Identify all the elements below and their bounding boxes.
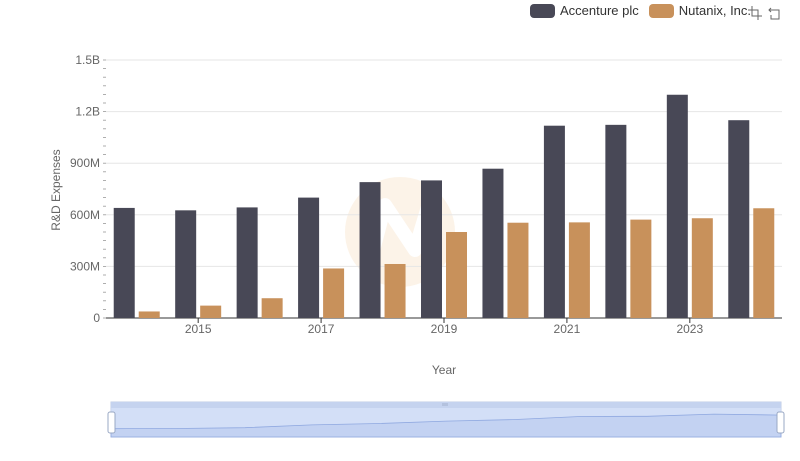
bar-accenture-2014[interactable]: [113, 207, 135, 318]
legend-label-nutanix: Nutanix, Inc.: [678, 3, 752, 18]
bar-nutanix-2015[interactable]: [200, 305, 222, 318]
y-tick-label: 900M: [70, 156, 100, 170]
toolbox: [748, 6, 782, 20]
x-tick-label: 2015: [185, 322, 212, 336]
bar-accenture-2021[interactable]: [543, 125, 565, 318]
y-tick-label: 1.5B: [75, 53, 100, 67]
bar-accenture-2022[interactable]: [605, 124, 627, 319]
y-tick-label: 0: [93, 311, 100, 325]
bar-nutanix-2016[interactable]: [261, 298, 283, 318]
legend-swatch-accenture: [530, 3, 555, 18]
bar-nutanix-2022[interactable]: [630, 219, 652, 318]
x-axis: 2015 2017 2019 2021 2023: [106, 317, 782, 336]
legend-swatch-nutanix: [648, 3, 674, 18]
zoom-icon[interactable]: [748, 6, 762, 20]
data-zoom-handle-left[interactable]: [107, 411, 116, 434]
x-tick-label: 2019: [431, 322, 458, 336]
legend-item-nutanix[interactable]: Nutanix, Inc.: [648, 3, 752, 18]
bars: [113, 94, 775, 319]
bar-nutanix-2023[interactable]: [691, 218, 713, 318]
y-tick-label: 600M: [70, 208, 100, 222]
bar-accenture-2023[interactable]: [666, 94, 688, 318]
legend-item-accenture[interactable]: Accenture plc: [530, 3, 639, 18]
x-tick-label: 2021: [554, 322, 581, 336]
bar-accenture-2018[interactable]: [359, 182, 381, 318]
x-axis-title: Year: [432, 363, 456, 377]
bar-nutanix-2017[interactable]: [323, 268, 345, 318]
x-tick-label: 2017: [308, 322, 335, 336]
y-axis-title: R&D Expenses: [49, 149, 63, 230]
y-tick-label: 1.2B: [75, 105, 100, 119]
bar-accenture-2017[interactable]: [298, 197, 320, 318]
bar-accenture-2015[interactable]: [175, 210, 197, 318]
data-zoom-handle-right[interactable]: [776, 411, 785, 434]
bar-nutanix-2014[interactable]: [138, 311, 160, 318]
bar-accenture-2020[interactable]: [482, 168, 504, 318]
bar-accenture-2024[interactable]: [728, 120, 750, 318]
bar-accenture-2019[interactable]: [421, 180, 442, 318]
x-tick-label: 2023: [676, 322, 703, 336]
bar-nutanix-2020[interactable]: [507, 222, 529, 318]
bar-nutanix-2018[interactable]: [384, 263, 406, 318]
restore-icon[interactable]: [768, 6, 782, 20]
y-axis: 0 300M 600M 900M 1.2B 1.5B: [70, 53, 106, 325]
bar-nutanix-2024[interactable]: [753, 208, 775, 318]
bar-accenture-2016[interactable]: [236, 207, 258, 318]
bar-nutanix-2021[interactable]: [568, 222, 590, 318]
y-tick-label: 300M: [70, 259, 100, 273]
data-zoom-grip-icon[interactable]: [442, 403, 448, 406]
bar-nutanix-2019[interactable]: [446, 232, 467, 318]
data-zoom-preview-line: [110, 413, 782, 438]
data-zoom-slider[interactable]: [107, 401, 785, 438]
legend-label-accenture: Accenture plc: [560, 3, 639, 18]
data-zoom-top-bar[interactable]: [111, 402, 781, 408]
legend: Accenture plc Nutanix, Inc.: [530, 3, 751, 18]
